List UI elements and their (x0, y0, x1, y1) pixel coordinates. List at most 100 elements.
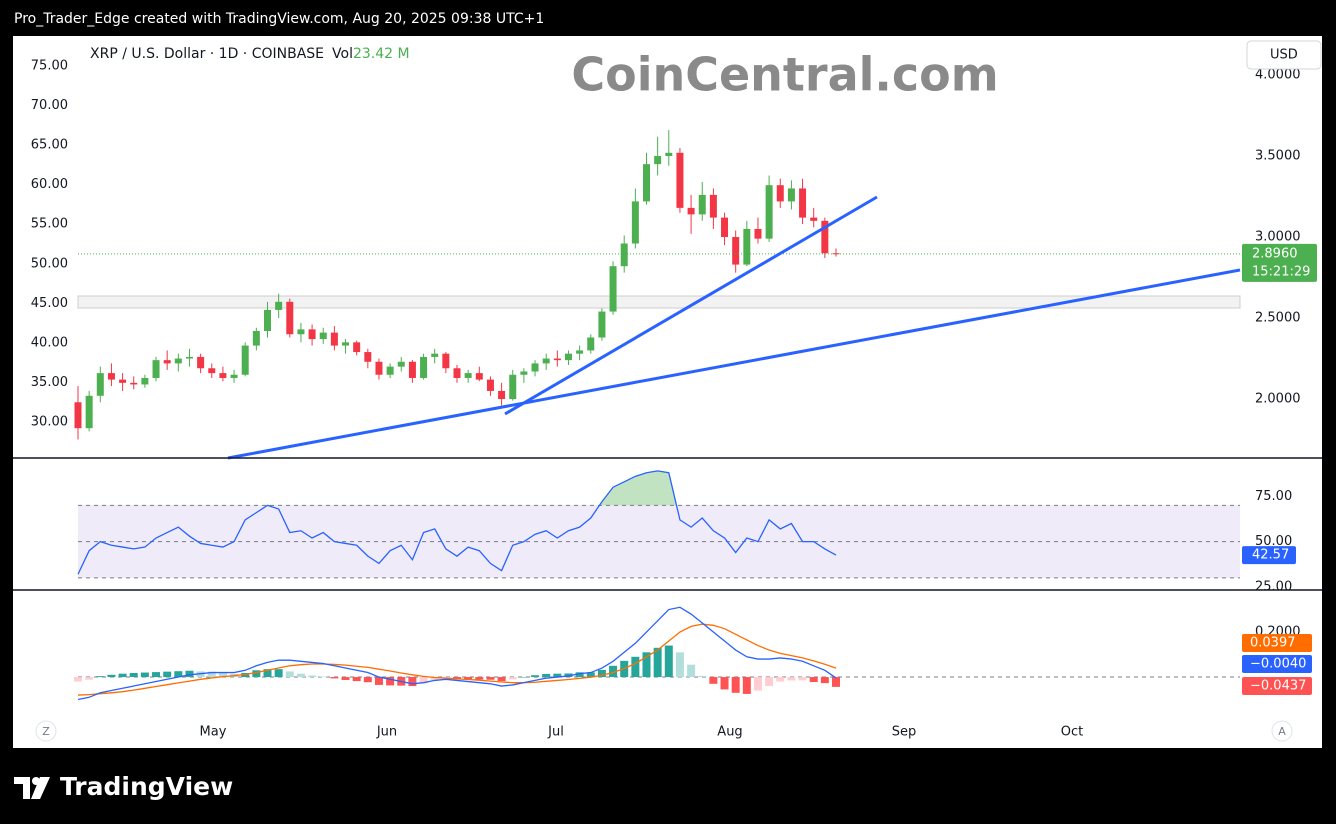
candle-body (353, 342, 361, 353)
candle-body (732, 237, 740, 265)
macd-line (77, 606, 837, 701)
candle-body (453, 368, 461, 378)
candle-body (509, 374, 517, 400)
price-pane: 30.00 35.00 40.00 45.00 50.00 55.00 60.00 65.00… (31, 58, 1317, 440)
candle-body (709, 194, 717, 218)
macd-value-box (1242, 655, 1312, 673)
histogram-bar (330, 677, 339, 679)
histogram-bar (832, 677, 840, 687)
histogram-bar (675, 652, 684, 678)
candle-body (130, 382, 138, 385)
x-tick-label: Oct (1061, 725, 1083, 740)
price-tick-label: 3.5000 (1255, 149, 1301, 164)
trend-line (504, 195, 878, 416)
zoom-button[interactable] (35, 720, 57, 742)
histogram-bar (609, 665, 618, 678)
histogram-bar (731, 677, 740, 693)
candle-body (464, 373, 472, 378)
zoom-label[interactable]: Z (42, 725, 50, 738)
histogram-bar (486, 677, 495, 680)
candle-body (776, 185, 784, 202)
price-tick-label: 2.5000 (1255, 311, 1301, 326)
candle-body (721, 217, 729, 238)
zone-band (77, 295, 1241, 309)
histogram-bar (185, 670, 194, 678)
currency-button[interactable] (1246, 40, 1322, 70)
histogram-bar (118, 673, 127, 678)
candle-body (152, 360, 160, 378)
histogram-bar (74, 677, 82, 682)
candle-body (219, 373, 227, 378)
histogram-bar (776, 677, 785, 682)
candle-body (308, 329, 316, 340)
histogram-bar (419, 677, 428, 684)
histogram-bar (453, 677, 461, 679)
candle-body (85, 395, 93, 429)
symbol: XRP / U.S. Dollar · 1D · COINBASE (90, 46, 324, 62)
histogram-bar (586, 672, 595, 678)
candle-body (163, 360, 171, 364)
candle-body (598, 311, 606, 338)
candle-body (754, 228, 762, 239)
candle-body (498, 390, 506, 400)
histogram-bar (575, 672, 584, 678)
candle-body (698, 194, 706, 215)
brand: TradingView (60, 772, 233, 801)
macd-value-label: −0.0040 (1250, 657, 1306, 672)
candle-body (252, 330, 260, 346)
auto-label[interactable]: A (1278, 725, 1286, 738)
histogram-bar (720, 677, 729, 690)
histogram-bar (285, 671, 294, 678)
candle-body (654, 156, 662, 165)
histogram-bar (597, 669, 606, 678)
candle-body (197, 356, 205, 369)
histogram-bar (698, 675, 707, 678)
rsi-value-box (1242, 546, 1296, 565)
logo-mark (14, 777, 30, 799)
currency-label[interactable]: USD (1270, 48, 1298, 63)
chart-frame (13, 36, 1322, 748)
histogram-bar (475, 677, 484, 680)
histogram-bar (352, 677, 361, 682)
last-price-box (1242, 243, 1317, 282)
price-tick-label: 3.0000 (1255, 230, 1301, 245)
candle-body (631, 201, 639, 244)
signal-line (77, 623, 837, 696)
candle-body (643, 164, 650, 202)
auto-button[interactable] (1271, 720, 1293, 742)
x-tick-label: Jun (376, 725, 397, 740)
histogram-bar (553, 673, 562, 678)
trend-line (227, 268, 1241, 460)
candle-body (553, 358, 561, 361)
countdown: 15:21:29 (1252, 264, 1310, 279)
candle-body (330, 332, 338, 346)
rsi-value-label: 42.57 (1252, 548, 1289, 563)
candle-body (119, 379, 127, 383)
candle-body (174, 358, 182, 364)
x-tick-label: Sep (892, 725, 917, 740)
x-tick-label: Aug (717, 725, 742, 740)
candle-body (208, 368, 216, 374)
candle-body (475, 373, 483, 380)
candle-body (687, 207, 695, 215)
candle-body (286, 301, 294, 335)
watermark: CoinCentral.com (571, 48, 998, 102)
left-tick-label: 35.00 (31, 375, 68, 390)
rsi-tick-label: 50.00 (1255, 534, 1292, 549)
histogram-bar (742, 677, 751, 694)
candle-body (587, 337, 595, 351)
histogram-bar (263, 669, 272, 678)
rsi-line (77, 470, 837, 575)
macd-value-box (1242, 634, 1312, 652)
histogram-bar (85, 677, 94, 680)
candle-body (408, 361, 416, 378)
footer-logo: TradingView (14, 772, 233, 801)
candle-body (297, 329, 305, 335)
candle-body (665, 152, 673, 157)
candle-body (620, 243, 628, 267)
histogram-bar (642, 652, 651, 678)
histogram-bar (653, 647, 662, 678)
left-tick-label: 55.00 (31, 217, 68, 232)
